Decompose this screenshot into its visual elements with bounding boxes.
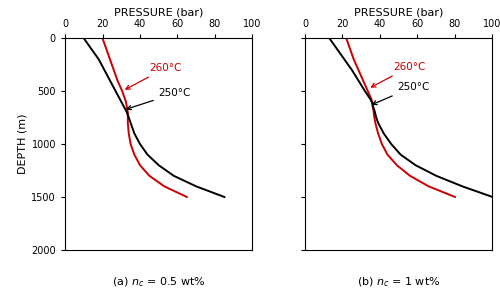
Text: (a) $n_c$ = 0.5 wt%: (a) $n_c$ = 0.5 wt% [112,275,206,289]
X-axis label: PRESSURE (bar): PRESSURE (bar) [114,7,204,17]
X-axis label: PRESSURE (bar): PRESSURE (bar) [354,7,444,17]
Y-axis label: DEPTH (m): DEPTH (m) [17,114,27,174]
Text: 260°C: 260°C [372,62,426,87]
Text: 250°C: 250°C [127,88,191,110]
Text: 260°C: 260°C [126,63,182,89]
Text: 250°C: 250°C [372,82,429,105]
Text: (b) $n_c$ = 1 wt%: (b) $n_c$ = 1 wt% [357,275,440,289]
